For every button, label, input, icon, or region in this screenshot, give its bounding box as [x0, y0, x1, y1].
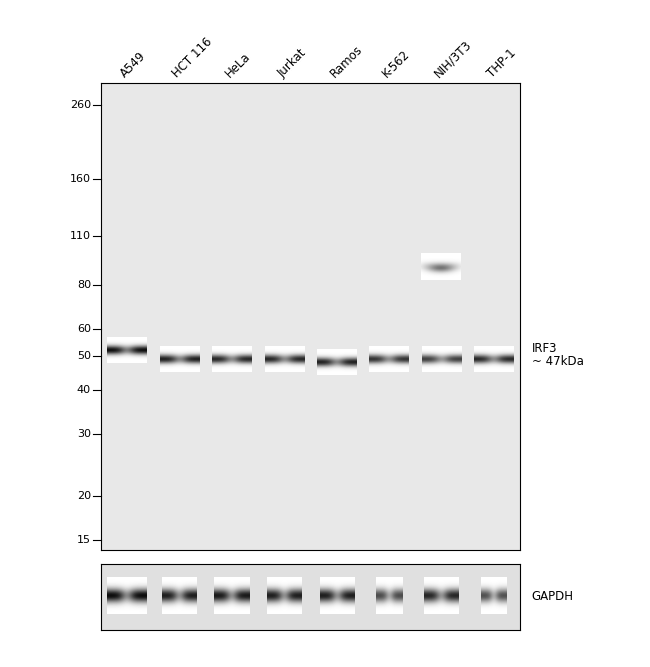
Text: K-562: K-562: [380, 47, 412, 80]
Text: NIH/3T3: NIH/3T3: [432, 38, 474, 80]
Text: THP-1: THP-1: [485, 47, 518, 80]
Text: Ramos: Ramos: [328, 43, 365, 80]
Text: 160: 160: [70, 174, 91, 184]
Text: GAPDH: GAPDH: [532, 590, 574, 604]
Text: ~ 47kDa: ~ 47kDa: [532, 355, 584, 368]
Text: 50: 50: [77, 352, 91, 362]
Text: HeLa: HeLa: [222, 50, 253, 80]
Text: 15: 15: [77, 535, 91, 545]
Text: 30: 30: [77, 429, 91, 439]
Text: HCT 116: HCT 116: [170, 35, 215, 80]
Text: IRF3: IRF3: [532, 342, 557, 355]
Text: 20: 20: [77, 491, 91, 501]
Text: 40: 40: [77, 386, 91, 396]
Text: 260: 260: [70, 100, 91, 110]
Text: 80: 80: [77, 279, 91, 289]
Text: 60: 60: [77, 323, 91, 334]
Text: 110: 110: [70, 231, 91, 241]
Text: A549: A549: [118, 49, 148, 80]
Text: Jurkat: Jurkat: [275, 47, 309, 80]
